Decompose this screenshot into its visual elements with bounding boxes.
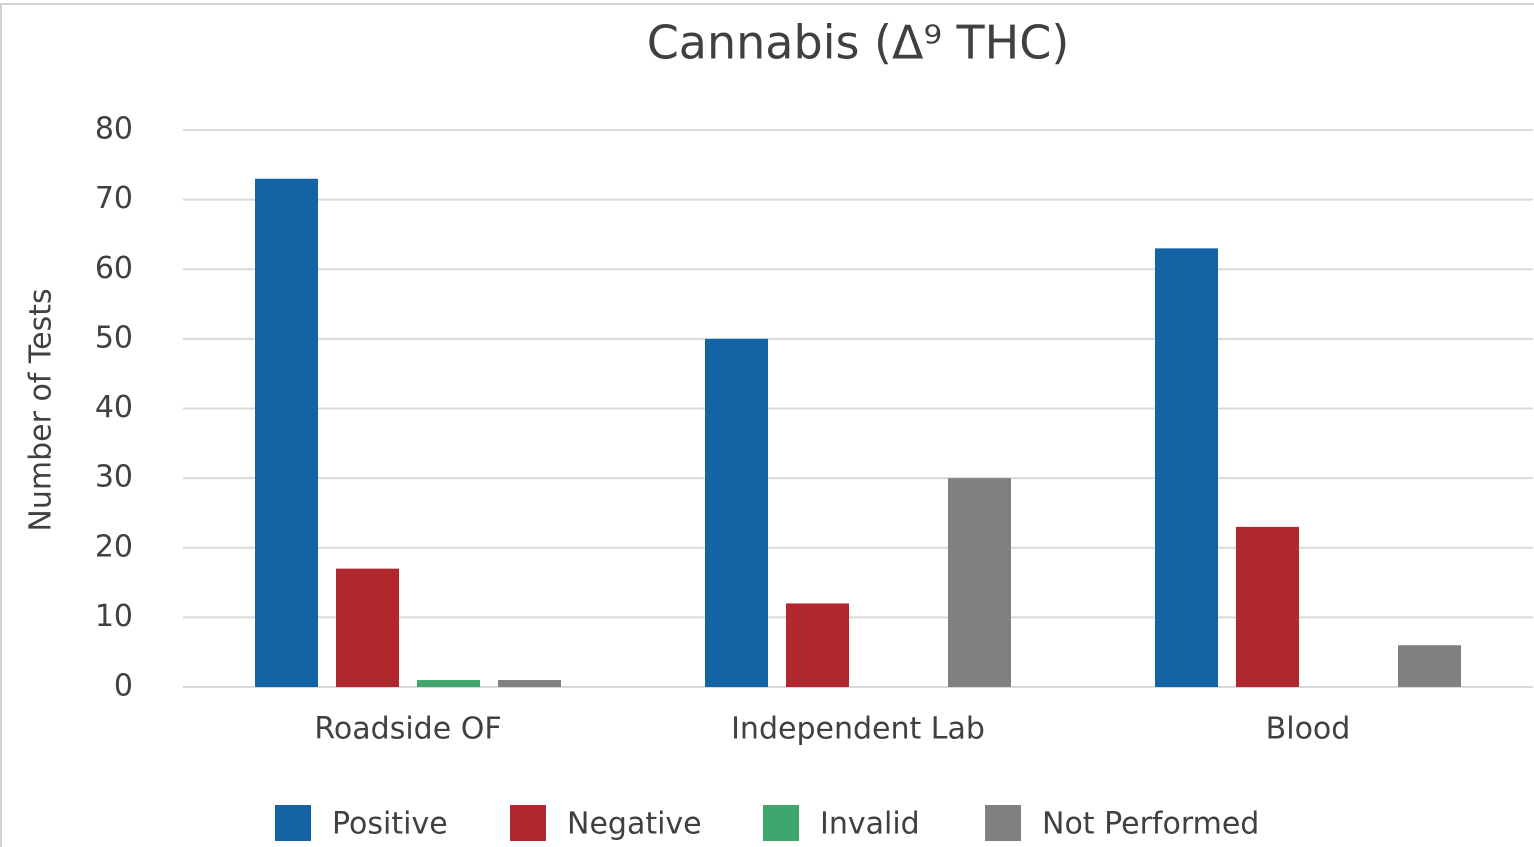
legend-label: Not Performed: [1042, 807, 1259, 842]
bar: [948, 478, 1011, 687]
y-tick-label: 60: [95, 251, 133, 286]
x-tick-label: Independent Lab: [731, 712, 985, 747]
bar: [705, 338, 768, 687]
x-tick-label: Roadside OF: [314, 712, 501, 747]
bar: [1236, 526, 1299, 687]
y-tick-label: 30: [95, 460, 133, 495]
y-tick-label: 0: [114, 669, 133, 704]
legend-label: Positive: [332, 807, 448, 842]
chart-title: Cannabis (Δ⁹ THC): [647, 16, 1070, 70]
bar: [417, 680, 480, 687]
legend-swatch: [275, 805, 311, 841]
y-tick-label: 70: [95, 181, 133, 216]
bar: [1398, 645, 1461, 687]
legend-label: Invalid: [820, 807, 920, 842]
y-tick-label: 50: [95, 320, 133, 355]
bar: [1155, 248, 1218, 688]
legend-swatch: [763, 805, 799, 841]
legend-swatch: [510, 805, 546, 841]
y-tick-label: 10: [95, 599, 133, 634]
bar: [336, 568, 399, 687]
x-tick-label: Blood: [1266, 712, 1351, 747]
y-tick-label: 80: [95, 112, 133, 147]
y-tick-label: 40: [95, 390, 133, 425]
legend-swatch: [985, 805, 1021, 841]
y-tick-label: 20: [95, 529, 133, 564]
legend-label: Negative: [567, 807, 702, 842]
bar: [255, 178, 318, 688]
bar: [498, 680, 561, 687]
bar: [786, 603, 849, 687]
y-axis-label: Number of Tests: [24, 288, 59, 531]
